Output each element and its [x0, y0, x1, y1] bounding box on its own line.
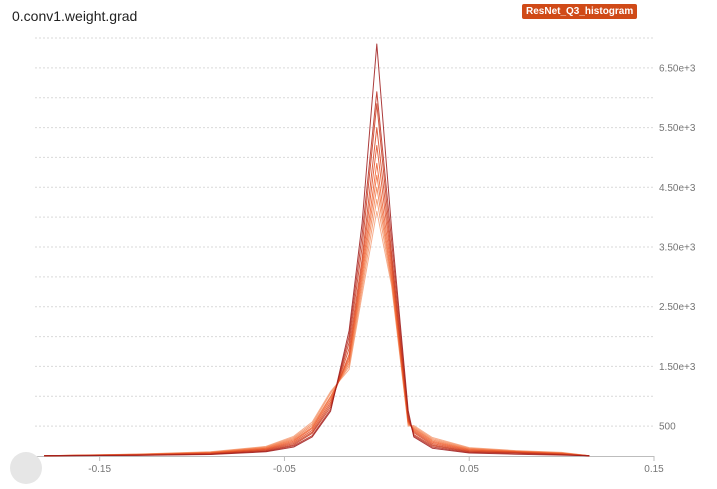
chart-title: 0.conv1.weight.grad: [12, 8, 138, 24]
y-tick-label: 6.50e+3: [659, 63, 696, 74]
y-tick-label: 2.50e+3: [659, 302, 696, 313]
series-line-3: [44, 103, 590, 457]
x-tick-label: 0.05: [459, 464, 479, 475]
series-line-2: [44, 91, 590, 457]
run-badge[interactable]: ResNet_Q3_histogram: [522, 4, 638, 19]
y-tick-label: 3.50e+3: [659, 243, 696, 254]
series-line-9: [44, 198, 590, 457]
series-line-5: [44, 145, 590, 457]
series-line-10: [44, 210, 590, 457]
x-tick-label: -0.05: [273, 464, 296, 475]
series-line-1: [44, 43, 590, 457]
x-tick-label: 0.15: [644, 464, 664, 475]
series-line-8: [44, 186, 590, 457]
y-tick-label: 1.50e+3: [659, 362, 696, 373]
expand-handle-icon[interactable]: [10, 452, 42, 484]
series-line-4: [44, 127, 590, 457]
y-tick-label: 5.50e+3: [659, 123, 696, 134]
series-line-7: [44, 174, 590, 457]
series-line-6: [44, 162, 590, 457]
y-tick-label: 500: [659, 422, 676, 433]
x-tick-label: -0.15: [88, 464, 111, 475]
y-tick-label: 4.50e+3: [659, 183, 696, 194]
